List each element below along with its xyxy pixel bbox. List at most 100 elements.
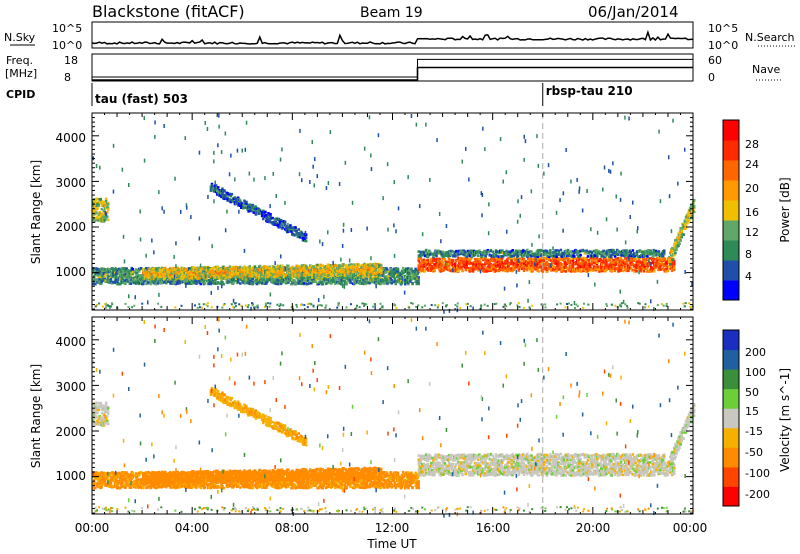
power-cell: [200, 280, 203, 284]
power-cell: [229, 267, 233, 271]
power-cell: [340, 280, 343, 283]
power-cell: [380, 274, 383, 277]
power-cell: [128, 279, 131, 282]
power-cell: [308, 282, 311, 285]
power-cell: [334, 282, 337, 286]
power-cell: [133, 280, 137, 284]
power-cell: [454, 262, 457, 266]
power-cell: [105, 278, 109, 282]
power-cell: [254, 278, 258, 282]
power-cell: [116, 269, 119, 273]
power-cell: [158, 268, 162, 272]
power-cell: [115, 278, 118, 281]
beam-label: Beam 19: [360, 5, 423, 21]
power-cell: [160, 266, 164, 270]
power-cell: [642, 269, 646, 273]
power-cell: [404, 280, 407, 284]
power-cell: [252, 269, 256, 272]
power-cell: [103, 275, 106, 278]
power-cell: [137, 269, 141, 273]
power-cell: [389, 277, 392, 280]
power-cell: [208, 280, 212, 284]
power-cell: [220, 278, 223, 282]
power-cell: [417, 282, 420, 286]
power-cell: [127, 276, 130, 280]
power-cell: [144, 274, 147, 278]
power-cell: [321, 282, 324, 285]
power-cell: [201, 267, 205, 270]
power-cell: [357, 275, 360, 279]
power-cell: [131, 267, 135, 271]
power-cell: [174, 281, 177, 284]
power-cell: [392, 275, 395, 279]
power-cell: [196, 271, 199, 274]
power-cell: [340, 278, 343, 282]
power-cell: [281, 280, 285, 283]
power-cell: [461, 269, 464, 273]
power-cell: [115, 276, 118, 279]
power-cell: [228, 278, 232, 281]
power-cell: [184, 271, 188, 275]
power-cell: [115, 274, 118, 278]
power-cell: [140, 278, 143, 281]
power-cell: [300, 282, 304, 286]
power-cell: [201, 271, 205, 275]
power-cell: [287, 264, 290, 268]
cpid-panel: CPID tau (fast) 503 rbsp-tau 210: [6, 83, 633, 106]
power-cell: [315, 267, 318, 271]
power-cell: [417, 276, 420, 279]
power-cell: [330, 273, 334, 277]
power-cell: [183, 274, 187, 278]
power-cell: [346, 277, 350, 280]
power-cell: [124, 282, 127, 285]
power-cell: [237, 280, 240, 284]
power-cell: [171, 280, 174, 283]
power-cell: [373, 275, 377, 279]
power-cell: [199, 269, 202, 272]
power-cell: [311, 278, 314, 281]
power-cell: [117, 282, 120, 286]
power-cell: [378, 275, 382, 279]
power-cell: [149, 281, 152, 284]
power-cell: [302, 281, 306, 285]
power-cell: [387, 270, 390, 274]
power-cell: [390, 281, 393, 285]
power-cell: [101, 277, 104, 280]
freq-unit-label: [MHz]: [5, 67, 37, 80]
power-cell: [268, 276, 271, 280]
power-cell: [634, 257, 637, 261]
power-cell: [363, 279, 366, 283]
power-cell: [219, 282, 222, 286]
power-cell: [530, 250, 533, 254]
power-cell: [392, 273, 395, 277]
power-cell: [214, 276, 217, 279]
power-cell: [243, 268, 246, 272]
power-cell: [134, 268, 138, 271]
power-cell: [206, 266, 210, 270]
power-cell: [121, 277, 124, 280]
power-cell: [136, 279, 140, 282]
power-cell: [666, 269, 670, 273]
power-cell: [286, 277, 289, 281]
power-cell: [97, 276, 100, 279]
power-cell: [157, 266, 161, 270]
nave-label: Nave: [752, 63, 780, 76]
power-cell: [149, 274, 152, 278]
power-cell: [193, 281, 196, 285]
power-cell: [102, 273, 105, 276]
power-cell: [385, 275, 388, 278]
power-cell: [120, 279, 123, 282]
power-cell: [198, 276, 201, 280]
power-cell: [92, 282, 95, 286]
power-cell: [172, 281, 175, 285]
power-cell: [560, 263, 563, 266]
power-cell: [380, 269, 383, 272]
nsearch-tick-bottom: 10^0: [708, 39, 738, 52]
power-cell: [210, 274, 214, 278]
power-cell: [129, 282, 133, 285]
power-cell: [314, 269, 317, 273]
power-cell: [415, 275, 418, 279]
power-cell: [118, 271, 121, 275]
power-cell: [183, 273, 187, 276]
